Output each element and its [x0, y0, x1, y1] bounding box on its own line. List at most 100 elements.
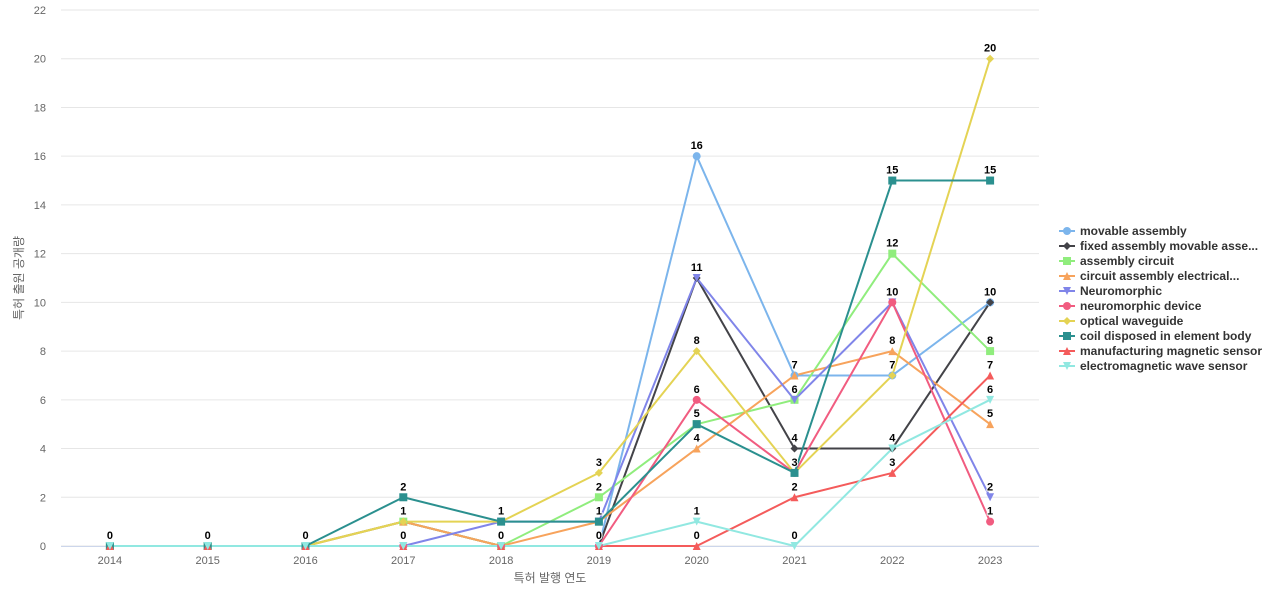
data-point — [399, 517, 408, 526]
legend-item[interactable]: optical waveguide — [1059, 314, 1184, 328]
data-label: 4 — [791, 433, 798, 445]
data-point — [790, 371, 799, 380]
legend-item[interactable]: Neuromorphic — [1059, 284, 1162, 298]
data-point — [888, 371, 897, 380]
data-point — [692, 395, 701, 404]
legend-item[interactable]: electromagnetic wave sensor — [1059, 359, 1248, 373]
data-label: 7 — [791, 359, 797, 371]
y-tick-label: 2 — [40, 492, 46, 504]
y-tick-label: 12 — [34, 249, 46, 261]
legend-marker — [1063, 362, 1071, 370]
data-label: 8 — [694, 335, 700, 347]
data-label: 2 — [791, 481, 797, 493]
data-label: 0 — [498, 530, 504, 542]
data-point — [497, 542, 506, 550]
legend-item[interactable]: manufacturing magnetic sensor — [1059, 344, 1262, 358]
data-point — [203, 542, 212, 550]
y-tick-label: 18 — [34, 102, 46, 114]
data-label: 6 — [987, 384, 993, 396]
data-label: 15 — [984, 165, 996, 177]
data-point — [888, 176, 897, 185]
data-point — [692, 152, 701, 161]
legend-label: optical waveguide — [1080, 314, 1184, 328]
data-point — [986, 298, 995, 307]
x-tick-label: 2022 — [880, 555, 904, 567]
legend-marker — [1063, 287, 1071, 295]
legend-marker — [1063, 347, 1071, 355]
y-tick-label: 14 — [34, 200, 46, 212]
legend-item[interactable]: coil disposed in element body — [1059, 329, 1252, 343]
x-tick-label: 2016 — [293, 555, 317, 567]
x-tick-label: 2019 — [587, 555, 611, 567]
data-point — [986, 54, 995, 63]
data-point — [594, 468, 603, 477]
data-point — [790, 468, 799, 477]
data-point — [790, 395, 799, 404]
legend-item[interactable]: circuit assembly electrical... — [1059, 269, 1239, 283]
data-point — [790, 493, 799, 502]
data-label: 0 — [791, 530, 797, 542]
data-label: 4 — [889, 433, 896, 445]
data-label: 1 — [400, 506, 406, 518]
y-axis-title: 특허 출원 공개량 — [12, 236, 26, 320]
data-point — [594, 517, 603, 526]
data-label: 2 — [596, 481, 602, 493]
series-lines — [108, 57, 992, 547]
legend-label: movable assembly — [1080, 224, 1187, 238]
grid — [61, 9, 1039, 547]
data-point — [692, 420, 701, 429]
data-label: 3 — [889, 457, 895, 469]
legend-marker — [1063, 302, 1071, 310]
data-label: 15 — [886, 165, 898, 177]
y-tick-label: 20 — [34, 54, 46, 66]
data-point — [986, 176, 995, 185]
data-point — [790, 444, 799, 453]
legend-item[interactable]: movable assembly — [1059, 224, 1187, 238]
y-tick-label: 8 — [40, 346, 46, 358]
legend-marker — [1063, 272, 1071, 280]
series-line-9 — [108, 374, 992, 547]
legend-label: circuit assembly electrical... — [1080, 269, 1239, 283]
data-label: 1 — [694, 506, 700, 518]
data-point — [790, 542, 799, 550]
data-label: 5 — [987, 408, 993, 420]
data-point — [399, 542, 408, 550]
data-label: 1 — [498, 506, 504, 518]
data-point — [888, 444, 897, 453]
data-label: 7 — [987, 359, 993, 371]
data-label: 3 — [596, 457, 602, 469]
legend-item[interactable]: neuromorphic device — [1059, 299, 1202, 313]
data-label: 6 — [694, 384, 700, 396]
data-label: 8 — [889, 335, 895, 347]
legend-marker — [1063, 242, 1071, 250]
legend-item[interactable]: assembly circuit — [1059, 254, 1174, 268]
series-line-5 — [108, 277, 992, 547]
series-line-10 — [108, 398, 992, 547]
series-line-2 — [108, 277, 992, 547]
x-tick-label: 2021 — [782, 555, 806, 567]
data-labels: 0 0 02101032101611865410764320151210874320… — [106, 42, 997, 543]
x-tick-label: 2018 — [489, 555, 513, 567]
data-label: 0 — [400, 530, 406, 542]
x-tick-label: 2017 — [391, 555, 415, 567]
data-point — [986, 395, 995, 404]
x-tick-label: 2015 — [195, 555, 219, 567]
data-label: 20 — [984, 43, 996, 55]
data-label: 6 — [791, 384, 797, 396]
data-label: 0 — [302, 530, 308, 542]
data-label: 0 — [694, 530, 700, 542]
data-label: 2 — [987, 481, 993, 493]
legend-label: assembly circuit — [1080, 254, 1174, 268]
data-point — [692, 274, 701, 282]
data-label: 1 — [596, 506, 602, 518]
data-point — [888, 468, 897, 477]
data-point — [692, 517, 701, 526]
data-point — [399, 493, 408, 502]
series-line-6 — [108, 301, 992, 547]
legend-label: electromagnetic wave sensor — [1080, 359, 1248, 373]
data-point — [986, 493, 995, 502]
data-label: 0 — [205, 530, 211, 542]
legend-item[interactable]: fixed assembly movable asse... — [1059, 239, 1258, 253]
